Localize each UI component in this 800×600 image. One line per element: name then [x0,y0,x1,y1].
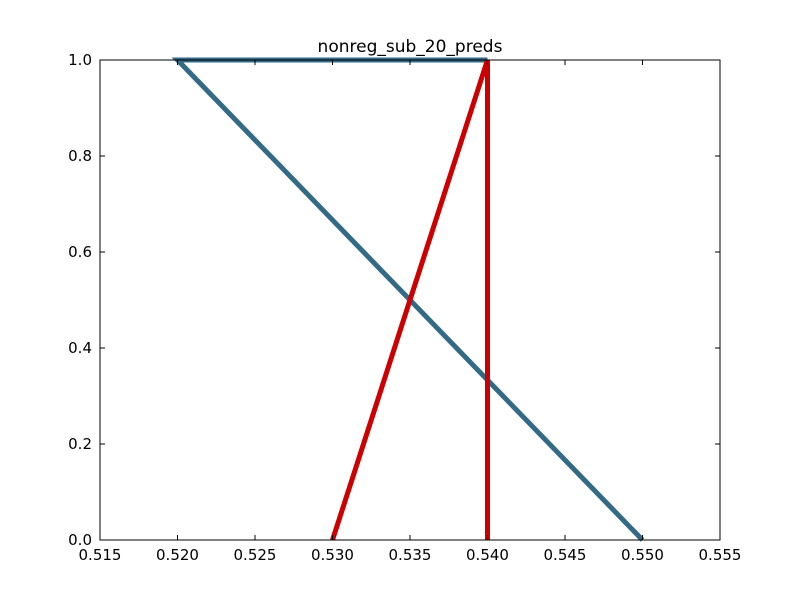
x-tick-label: 0.555 [699,546,742,564]
x-tick-label: 0.550 [621,546,664,564]
x-tick-label: 0.545 [544,546,587,564]
y-tick-label: 0.0 [68,531,92,549]
y-tick-label: 1.0 [68,51,92,69]
x-tick-label: 0.530 [311,546,354,564]
x-tick-label: 0.525 [234,546,277,564]
axis-layer: 0.515 0.520 0.525 0.530 0.535 0.540 0.545 0.550… [68,51,741,564]
y-tick-label: 0.4 [68,339,92,357]
y-tick-label: 0.6 [68,243,92,261]
y-tick-label: 0.2 [68,435,92,453]
x-tick-label: 0.520 [156,546,199,564]
chart-title: nonreg_sub_20_preds [318,37,503,57]
x-tick-label: 0.540 [466,546,509,564]
x-tick-label: 0.515 [79,546,122,564]
y-tick-label: 0.8 [68,147,92,165]
x-tick-label: 0.535 [389,546,432,564]
